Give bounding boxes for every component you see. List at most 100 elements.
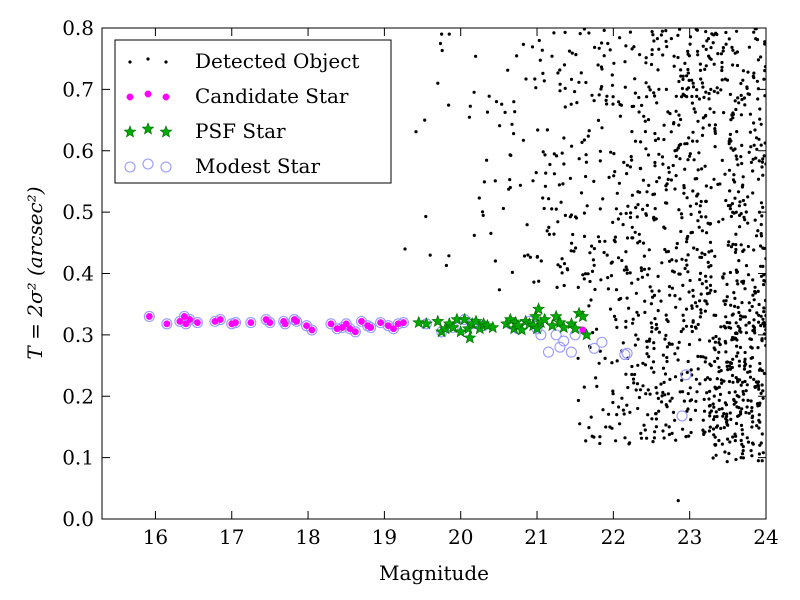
detected-point xyxy=(737,204,742,208)
detected-point xyxy=(751,442,755,446)
detected-point xyxy=(542,79,546,83)
detected-point xyxy=(582,211,587,215)
detected-point xyxy=(713,254,717,258)
detected-point xyxy=(733,196,737,200)
candidate-point xyxy=(384,322,392,330)
detected-point xyxy=(617,405,621,409)
detected-point xyxy=(674,246,679,250)
detected-point xyxy=(424,214,428,219)
detected-point xyxy=(746,70,750,74)
detected-point xyxy=(708,107,712,111)
detected-point xyxy=(699,77,703,81)
detected-point xyxy=(643,130,648,134)
detected-point xyxy=(630,130,634,134)
detected-point xyxy=(677,272,681,276)
detected-point xyxy=(637,395,642,400)
detected-point xyxy=(598,435,602,439)
detected-point xyxy=(667,432,672,437)
detected-point xyxy=(721,217,725,221)
detected-point xyxy=(717,350,721,354)
detected-point xyxy=(700,81,705,85)
candidate-point xyxy=(182,320,190,328)
detected-point xyxy=(447,32,451,36)
detected-point xyxy=(436,81,440,85)
detected-point xyxy=(727,240,731,244)
modest-point xyxy=(680,369,692,381)
detected-point xyxy=(472,233,476,237)
detected-point xyxy=(734,210,738,214)
detected-point xyxy=(758,420,762,424)
detected-point xyxy=(582,234,587,238)
detected-point xyxy=(731,312,735,316)
detected-point xyxy=(621,223,625,227)
detected-point xyxy=(751,191,755,195)
detected-point xyxy=(681,327,685,331)
detected-point xyxy=(641,178,646,182)
x-tick-label: 22 xyxy=(601,525,626,549)
detected-point xyxy=(601,197,605,201)
detected-point xyxy=(590,434,594,438)
detected-point xyxy=(754,37,758,41)
detected-point xyxy=(637,95,641,100)
detected-point xyxy=(503,110,507,114)
detected-point xyxy=(712,177,716,181)
detected-point xyxy=(537,38,541,43)
detected-point xyxy=(541,196,545,200)
detected-point xyxy=(691,294,695,298)
detected-point xyxy=(739,93,743,97)
detected-point xyxy=(603,239,607,243)
detected-point xyxy=(493,259,497,263)
detected-point xyxy=(762,246,766,250)
detected-point xyxy=(676,346,680,350)
detected-point xyxy=(657,289,661,293)
detected-point xyxy=(713,359,717,364)
detected-point xyxy=(739,423,744,427)
detected-point xyxy=(594,376,598,380)
psf-star-point xyxy=(564,316,578,330)
detected-point xyxy=(762,324,766,328)
detected-point xyxy=(673,375,678,379)
detected-point xyxy=(677,79,681,84)
detected-point xyxy=(715,86,719,90)
detected-point xyxy=(747,411,751,415)
detected-point xyxy=(693,177,697,181)
detected-point xyxy=(705,302,709,306)
detected-point xyxy=(761,283,766,287)
detected-point xyxy=(673,294,677,298)
detected-point xyxy=(740,143,744,147)
detected-point xyxy=(733,51,737,55)
detected-point xyxy=(666,392,671,396)
detected-point xyxy=(630,193,635,197)
detected-point xyxy=(695,390,699,394)
detected-point xyxy=(672,121,676,125)
detected-point xyxy=(756,177,761,181)
detected-point xyxy=(643,363,648,367)
detected-point xyxy=(730,202,735,206)
detected-point xyxy=(670,396,674,400)
detected-point xyxy=(586,272,590,276)
modest-point xyxy=(619,348,631,361)
detected-point xyxy=(647,183,651,187)
detected-point xyxy=(752,121,756,125)
detected-point xyxy=(699,308,703,312)
detected-point xyxy=(684,307,689,311)
detected-point xyxy=(693,110,697,114)
detected-point xyxy=(563,105,567,109)
detected-point xyxy=(557,183,562,187)
detected-point xyxy=(674,438,678,442)
psf-star-point xyxy=(568,321,582,335)
detected-point xyxy=(639,140,643,144)
detected-point xyxy=(530,45,535,49)
detected-point xyxy=(757,384,761,389)
detected-point xyxy=(568,215,572,219)
detected-point xyxy=(677,123,681,127)
detected-point xyxy=(746,221,750,225)
detected-point xyxy=(665,201,669,205)
detected-point xyxy=(423,118,427,122)
x-axis: 16 17 18 19 20 21 22 23 24 xyxy=(143,28,779,549)
detected-point xyxy=(742,392,746,396)
x-tick-label: 16 xyxy=(143,525,168,549)
detected-point xyxy=(681,427,685,431)
detected-point xyxy=(489,231,493,235)
detected-point xyxy=(693,325,698,329)
